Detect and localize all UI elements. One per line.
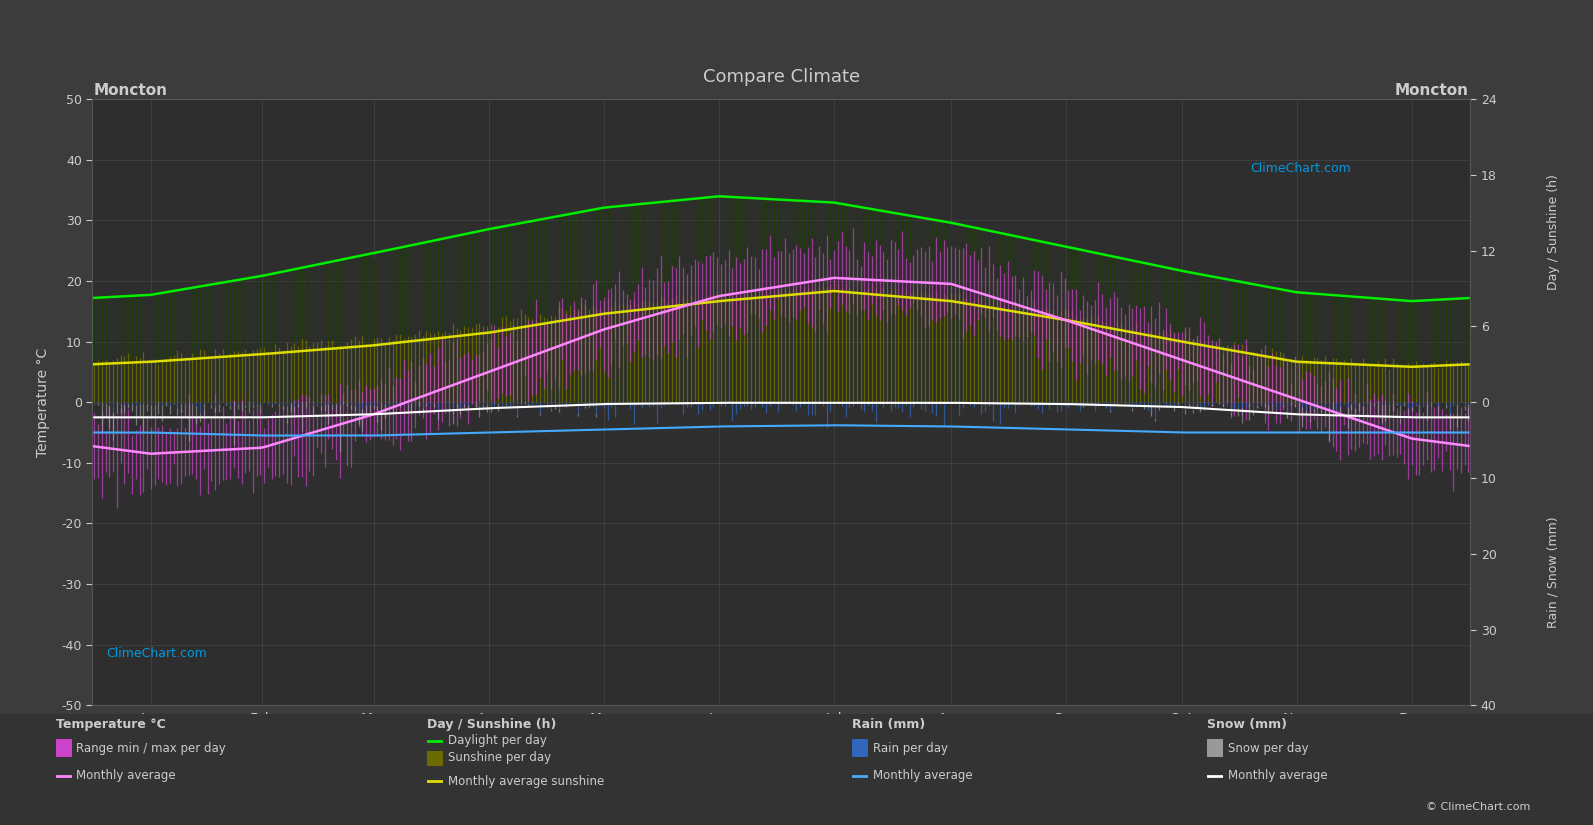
Y-axis label: Temperature °C: Temperature °C bbox=[37, 347, 51, 457]
Text: Sunshine per day: Sunshine per day bbox=[448, 752, 551, 765]
Text: Monthly average sunshine: Monthly average sunshine bbox=[448, 775, 604, 788]
Text: Range min / max per day: Range min / max per day bbox=[76, 742, 226, 756]
Text: ClimeChart.com: ClimeChart.com bbox=[107, 647, 207, 660]
Text: Rain per day: Rain per day bbox=[873, 742, 948, 756]
Text: Snow (mm): Snow (mm) bbox=[1207, 718, 1287, 731]
Text: Day / Sunshine (h): Day / Sunshine (h) bbox=[1547, 174, 1560, 290]
Text: Monthly average: Monthly average bbox=[76, 769, 177, 782]
Text: ClimeChart.com: ClimeChart.com bbox=[1251, 162, 1351, 175]
Text: Snow per day: Snow per day bbox=[1228, 742, 1309, 756]
Text: Rain (mm): Rain (mm) bbox=[852, 718, 926, 731]
Text: Monthly average: Monthly average bbox=[873, 769, 973, 782]
Text: Rain / Snow (mm): Rain / Snow (mm) bbox=[1547, 516, 1560, 628]
Text: Day / Sunshine (h): Day / Sunshine (h) bbox=[427, 718, 556, 731]
Text: © ClimeChart.com: © ClimeChart.com bbox=[1426, 802, 1531, 812]
Text: Temperature °C: Temperature °C bbox=[56, 718, 166, 731]
Text: Moncton: Moncton bbox=[94, 82, 167, 98]
Title: Compare Climate: Compare Climate bbox=[703, 68, 860, 87]
Text: Daylight per day: Daylight per day bbox=[448, 734, 546, 747]
Text: Moncton: Moncton bbox=[1395, 82, 1469, 98]
Text: Monthly average: Monthly average bbox=[1228, 769, 1329, 782]
